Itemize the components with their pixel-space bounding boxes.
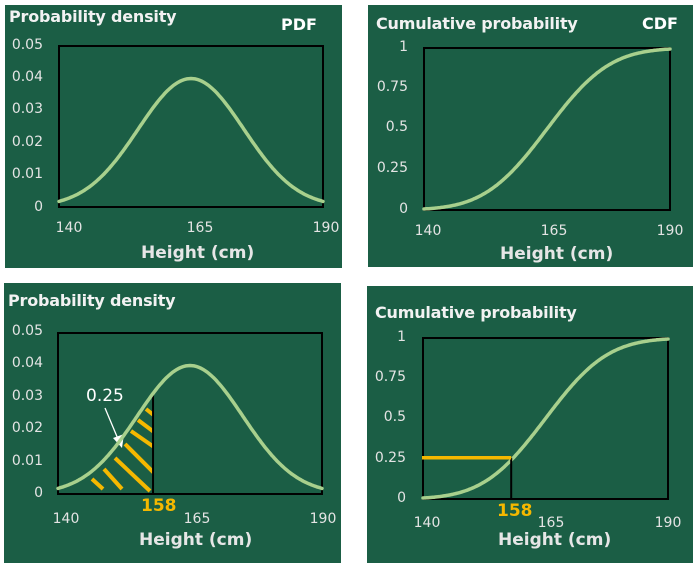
y-tick-label: 0.25 [374,450,406,466]
cdf-title: Cumulative probability [376,14,578,33]
y-tick-label: 0.02 [11,420,43,436]
x-tick-label: 140 [55,220,83,236]
area-label: 0.25 [86,386,124,406]
chart-svg-cdf-marked [421,337,670,500]
curve-line [421,337,670,500]
y-tick-label: 0.5 [383,409,406,425]
cdf-marked-x-axis-title: Height (cm) [498,530,612,550]
hatch-line [113,456,152,493]
arrow-shaft [104,407,119,440]
y-tick-label: 0 [397,490,406,506]
plot-frame [57,332,323,495]
chart-svg-pdf-shaded [56,332,324,495]
hatch-line [129,429,154,449]
y-tick-label: 0.75 [374,369,406,385]
cdf-panel: Cumulative probability CDF 1 0.75 0.5 0.… [368,5,693,267]
y-tick-label: 0 [399,201,408,217]
pdf-shaded-title: Probability density [8,291,176,310]
y-tick-label: 0.04 [11,69,43,85]
y-tick-label: 0.02 [11,134,43,150]
pdf-panel: Probability density PDF 0.05 0.04 0.03 0… [5,5,342,268]
y-tick-label: 0.5 [385,119,408,135]
hatch-line [102,467,124,491]
y-tick-label: 0.01 [11,166,43,182]
plot-frame [422,337,669,500]
chart-svg-pdf [57,45,325,208]
curve-line [57,76,325,204]
x-tick-label: 190 [312,220,340,236]
marker-label-158: 158 [497,501,533,521]
hatch-line [136,418,154,434]
hatch-group [90,407,154,493]
cdf-marked-panel: Cumulative probability 1 0.75 0.5 0.25 0… [367,286,693,563]
hatch-line [123,442,154,475]
chart-svg-cdf [422,47,672,211]
x-tick-label: 190 [654,515,682,531]
y-tick-label: 1 [399,39,408,55]
y-tick-label: 0.04 [11,355,43,371]
x-tick-label: 165 [537,515,565,531]
pdf-tag: PDF [281,15,317,34]
x-tick-label: 140 [52,511,80,527]
pdf-title: Probability density [9,7,177,26]
curve-line [422,47,672,211]
x-tick-label: 165 [540,223,568,239]
y-tick-label: 1 [397,329,406,345]
hatch-line [90,477,105,491]
cdf-marked-title: Cumulative probability [375,303,577,322]
x-tick-label: 190 [309,511,337,527]
y-tick-label: 0.03 [11,388,43,404]
y-tick-label: 0.03 [11,101,43,117]
y-tick-label: 0.05 [11,323,43,339]
y-tick-label: 0.75 [376,79,408,95]
pdf-shaded-panel: Probability density 0.05 0.04 0.03 0.02 … [4,283,341,563]
x-tick-label: 190 [656,223,684,239]
y-tick-label: 0.25 [376,160,408,176]
y-tick-label: 0.01 [11,453,43,469]
y-tick-label: 0 [34,199,43,215]
marker-label-158: 158 [141,496,177,516]
x-tick-label: 140 [413,515,441,531]
y-tick-label: 0 [34,485,43,501]
cdf-tag: CDF [642,14,678,33]
x-tick-label: 165 [186,220,214,236]
cdf-x-axis-title: Height (cm) [500,244,614,264]
pdf-x-axis-title: Height (cm) [141,243,255,263]
y-tick-label: 0.05 [11,37,43,53]
curve-line [56,363,324,491]
plot-frame [58,45,324,208]
plot-frame [423,47,671,211]
x-tick-label: 140 [414,223,442,239]
x-tick-label: 165 [183,511,211,527]
hatch-line [144,407,154,419]
pdf-shaded-x-axis-title: Height (cm) [139,530,253,550]
